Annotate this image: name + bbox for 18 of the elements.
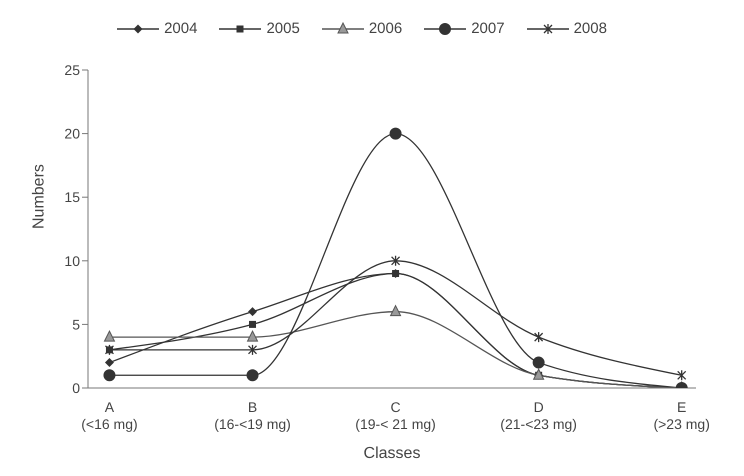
y-tick-label: 0 (72, 380, 80, 396)
y-tick-label: 15 (64, 189, 80, 206)
x-axis-title: Classes (364, 445, 420, 462)
legend-label: 2005 (265, 20, 300, 37)
legend-label: 2008 (572, 20, 607, 37)
y-tick-label: 25 (64, 62, 80, 78)
y-tick-label: 10 (64, 252, 80, 269)
legend-label: 2007 (470, 20, 505, 37)
legend-label: 2004 (163, 20, 198, 37)
legend-label: 2006 (368, 20, 402, 37)
x-tick-label: B (16-<19 mg) (214, 399, 291, 432)
y-tick-label: 5 (72, 316, 80, 332)
y-tick-label: 20 (64, 126, 80, 142)
x-tick-label: C (19-< 21 mg) (355, 399, 436, 432)
x-tick-label: A (<16 mg) (81, 399, 138, 432)
x-tick-label: D (21-<23 mg) (500, 399, 577, 432)
x-tick-label: E (>23 mg) (653, 399, 710, 432)
y-axis-title: Numbers (30, 164, 48, 229)
